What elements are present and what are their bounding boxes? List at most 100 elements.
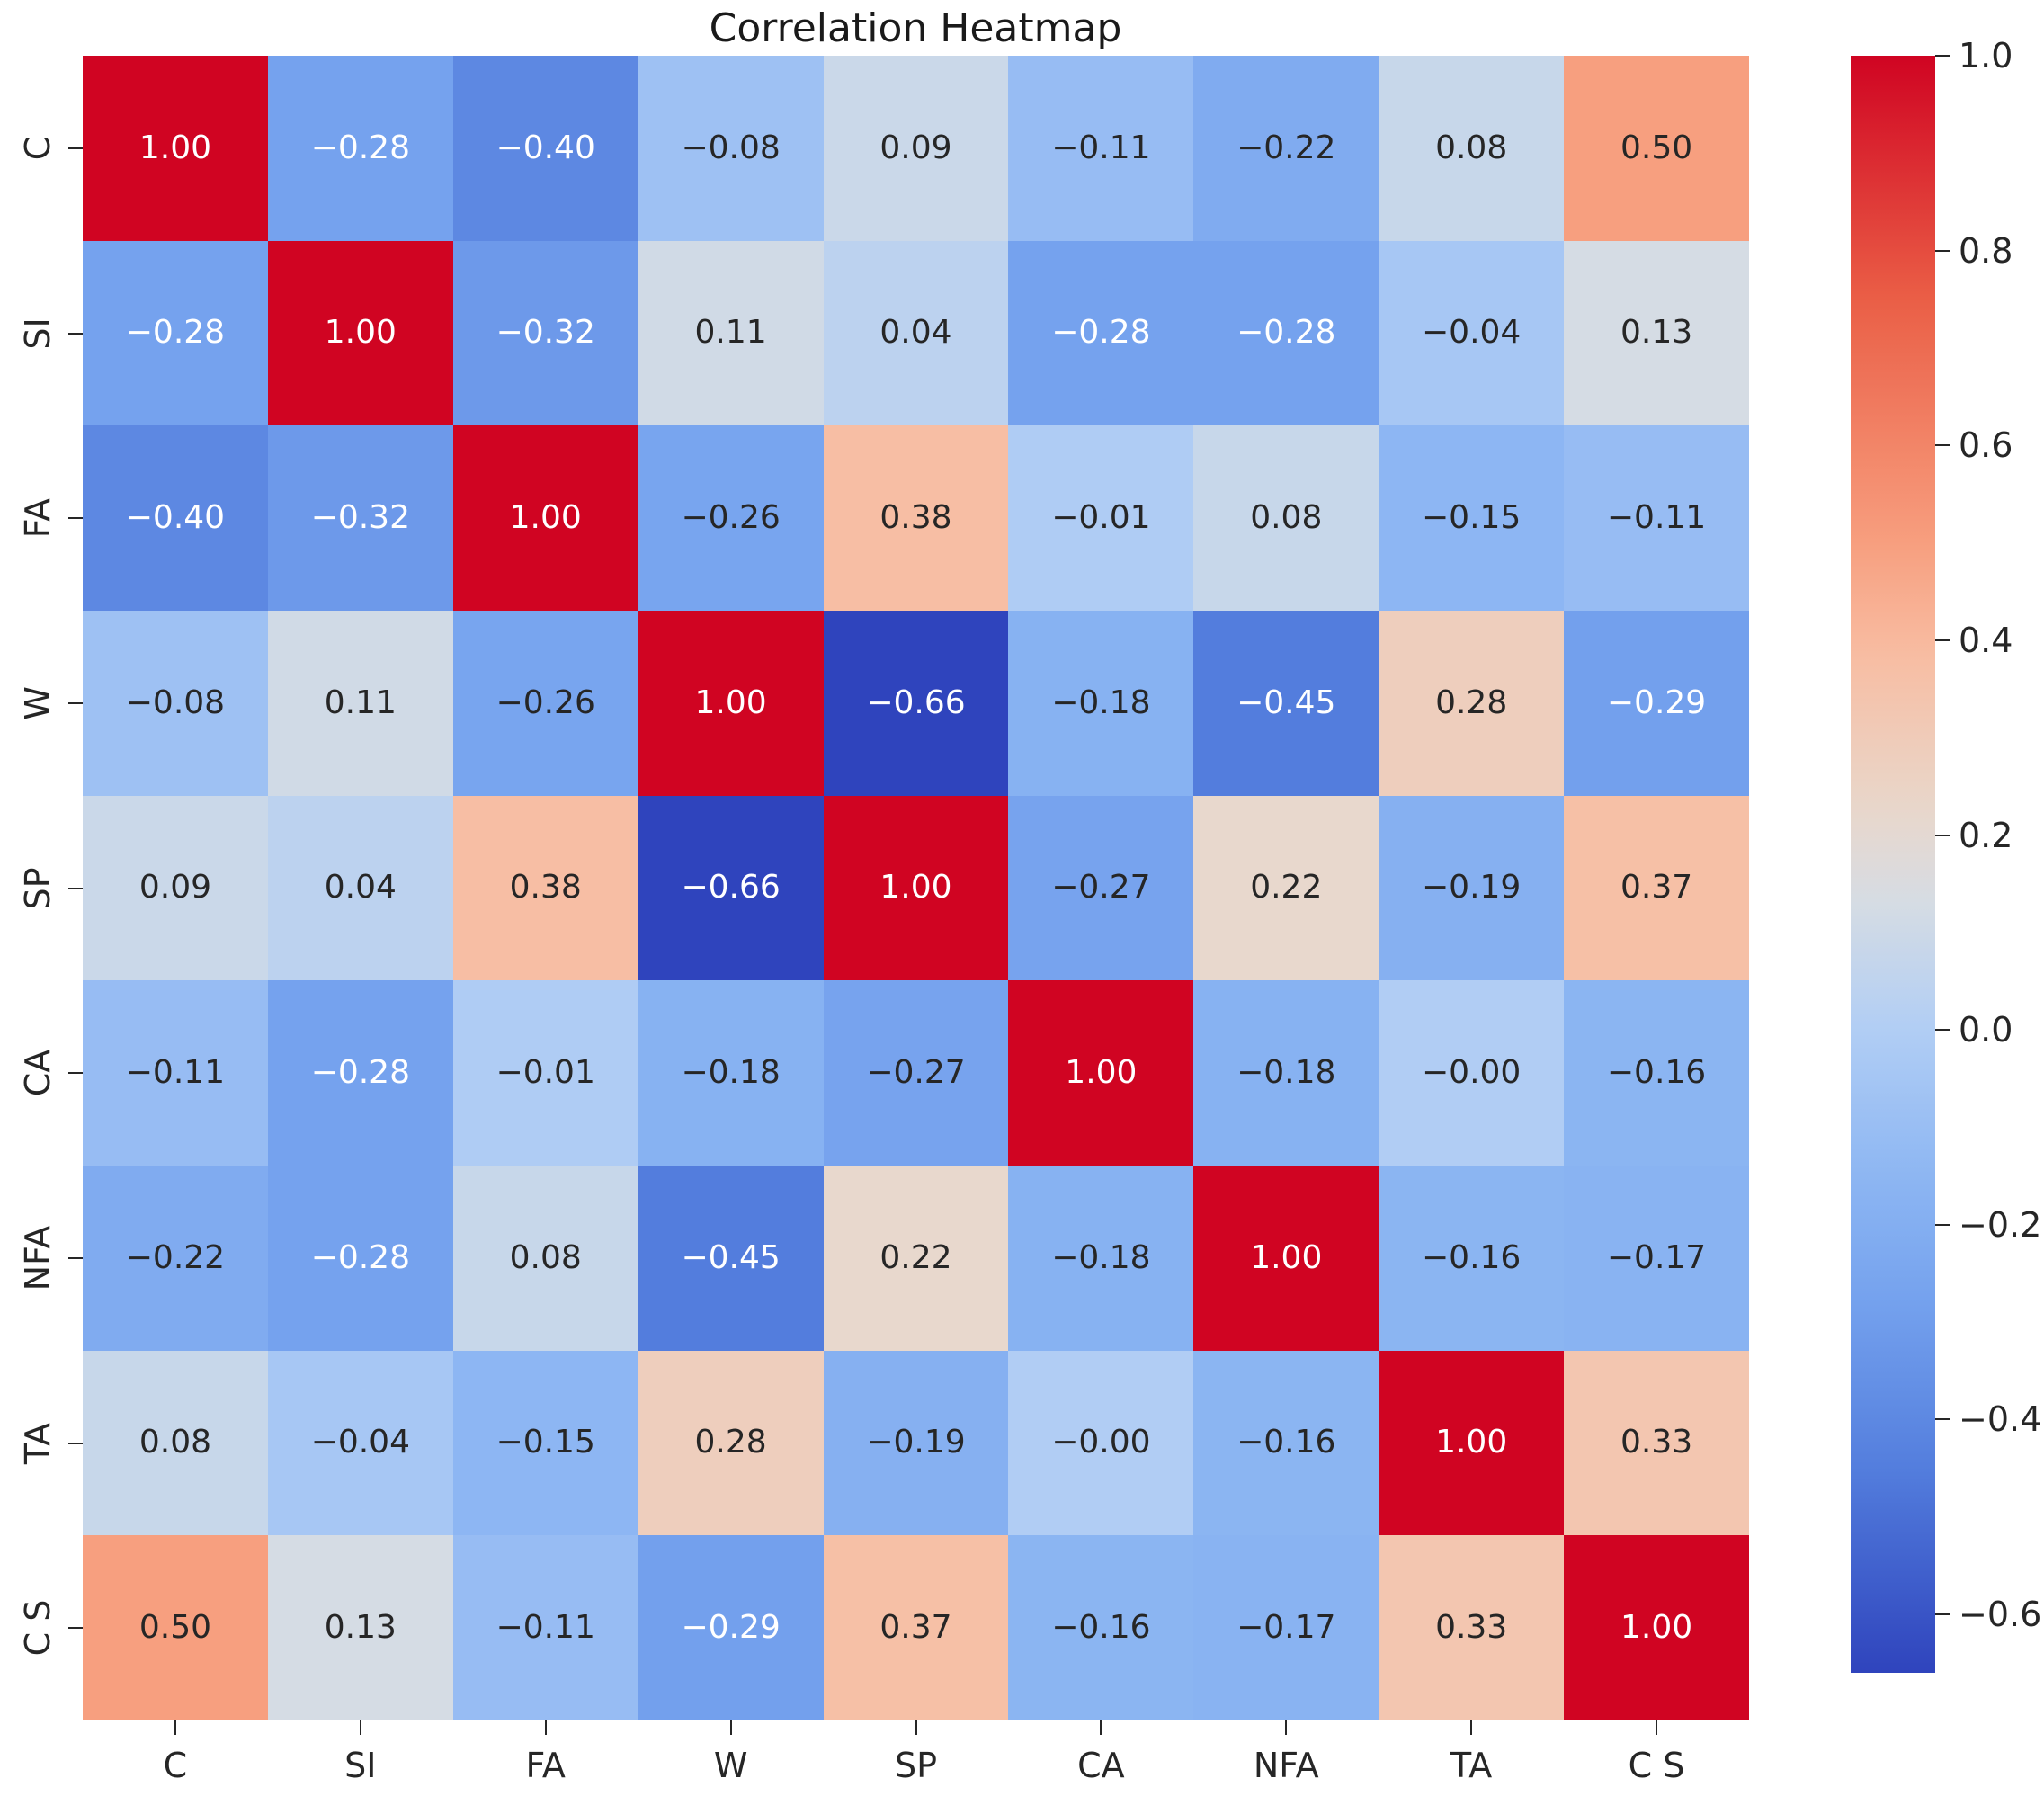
y-tick-mark (68, 701, 83, 704)
heatmap-cell: −0.66 (823, 611, 1009, 796)
colorbar-tick-label: 0.0 (1959, 1010, 2013, 1050)
heatmap-cell: −0.26 (452, 611, 638, 796)
heatmap-cell: −0.01 (452, 980, 638, 1166)
y-tick-label: SP (18, 866, 58, 910)
heatmap-cell: 1.00 (83, 56, 268, 241)
colorbar-tick-label: 0.6 (1959, 425, 2013, 466)
heatmap-cell: 0.08 (452, 1166, 638, 1351)
x-tick-mark (1470, 1720, 1473, 1735)
y-tick-mark (68, 332, 83, 335)
heatmap-cell: −0.16 (1564, 980, 1749, 1166)
heatmap-cell: −0.26 (638, 425, 824, 611)
heatmap-cell: −0.29 (1564, 611, 1749, 796)
chart-title: Correlation Heatmap (709, 5, 1122, 51)
heatmap-cell: 1.00 (452, 425, 638, 611)
y-tick-mark (68, 1256, 83, 1259)
heatmap-cell: 0.28 (1379, 611, 1565, 796)
heatmap-cell: −0.27 (823, 980, 1009, 1166)
heatmap-cell: −0.27 (1008, 795, 1194, 981)
x-tick-mark (359, 1720, 361, 1735)
x-tick-label: NFA (1253, 1746, 1319, 1785)
heatmap-cell: −0.28 (267, 980, 453, 1166)
heatmap-cell: −0.22 (83, 1166, 268, 1351)
heatmap-cell: 0.11 (267, 611, 453, 796)
y-tick-label: SI (18, 317, 58, 350)
x-tick-label: CA (1077, 1746, 1125, 1785)
heatmap-cell: 0.50 (83, 1535, 268, 1720)
heatmap-cell: −0.18 (1008, 611, 1194, 796)
heatmap-cell: −0.28 (267, 56, 453, 241)
x-tick-mark (1656, 1720, 1658, 1735)
heatmap-cell: −0.00 (1008, 1350, 1194, 1536)
colorbar-tick-mark (1935, 249, 1950, 252)
y-tick-mark (68, 1627, 83, 1630)
heatmap-grid: 1.00 −0.28 −0.40 −0.08 0.09 −0.11 −0.22 0.08 0.5… (83, 56, 1749, 1720)
y-tick-mark (68, 517, 83, 520)
heatmap-cell: −0.19 (1379, 795, 1565, 981)
heatmap-cell: −0.11 (452, 1535, 638, 1720)
heatmap-cell: −0.28 (83, 240, 268, 426)
colorbar-tick-mark (1935, 639, 1950, 641)
colorbar-tick-label: 1.0 (1959, 36, 2013, 76)
x-tick-label: C S (1628, 1746, 1685, 1785)
heatmap-cell: 0.13 (267, 1535, 453, 1720)
heatmap-cell: −0.08 (638, 56, 824, 241)
x-tick-mark (915, 1720, 917, 1735)
heatmap-cell: 0.38 (823, 425, 1009, 611)
x-tick-mark (544, 1720, 547, 1735)
heatmap-cell: −0.29 (638, 1535, 824, 1720)
y-tick-label: CA (18, 1049, 58, 1097)
heatmap-cell: −0.45 (1193, 611, 1379, 796)
heatmap-cell: 0.37 (823, 1535, 1009, 1720)
y-tick-label: FA (18, 497, 58, 539)
heatmap-cell: −0.28 (1008, 240, 1194, 426)
colorbar-tick-mark (1935, 834, 1950, 836)
heatmap-cell: 0.08 (83, 1350, 268, 1536)
heatmap-cell: 0.04 (267, 795, 453, 981)
heatmap-cell: −0.11 (1564, 425, 1749, 611)
colorbar-tick-label: −0.6 (1959, 1595, 2042, 1634)
heatmap-cell: 1.00 (267, 240, 453, 426)
colorbar-tick-label: 0.4 (1959, 620, 2013, 660)
heatmap-cell: −0.00 (1379, 980, 1565, 1166)
heatmap-cell: 0.08 (1379, 56, 1565, 241)
heatmap-cell: −0.11 (1008, 56, 1194, 241)
heatmap-cell: −0.17 (1564, 1166, 1749, 1351)
x-tick-label: SP (894, 1746, 938, 1785)
heatmap-cell: −0.18 (1193, 980, 1379, 1166)
x-tick-label: W (713, 1746, 748, 1785)
heatmap-cell: −0.15 (1379, 425, 1565, 611)
heatmap-cell: −0.17 (1193, 1535, 1379, 1720)
heatmap-cell: 1.00 (1379, 1350, 1565, 1536)
heatmap-cell: −0.40 (452, 56, 638, 241)
colorbar-tick-mark (1935, 1223, 1950, 1226)
heatmap-cell: 0.28 (638, 1350, 824, 1536)
heatmap-cell: 0.50 (1564, 56, 1749, 241)
heatmap-cell: −0.19 (823, 1350, 1009, 1536)
heatmap-cell: −0.16 (1008, 1535, 1194, 1720)
colorbar-tick-label: 0.8 (1959, 230, 2013, 271)
y-tick-label: C S (18, 1599, 58, 1657)
heatmap-cell: 0.33 (1564, 1350, 1749, 1536)
heatmap-cell: −0.16 (1379, 1166, 1565, 1351)
x-tick-label: C (163, 1746, 188, 1785)
heatmap-cell: 0.22 (823, 1166, 1009, 1351)
x-tick-mark (1100, 1720, 1102, 1735)
heatmap-cell: 0.11 (638, 240, 824, 426)
y-tick-mark (68, 1072, 83, 1075)
y-tick-mark (68, 1442, 83, 1444)
heatmap-cell: −0.45 (638, 1166, 824, 1351)
heatmap-cell: 0.37 (1564, 795, 1749, 981)
heatmap-cell: −0.22 (1193, 56, 1379, 241)
y-tick-label: TA (18, 1422, 58, 1464)
heatmap-cell: 0.09 (83, 795, 268, 981)
x-tick-mark (1285, 1720, 1288, 1735)
y-tick-mark (68, 147, 83, 149)
colorbar-tick-label: 0.2 (1959, 815, 2013, 855)
heatmap-cell: −0.28 (267, 1166, 453, 1351)
y-tick-mark (68, 887, 83, 889)
heatmap-cell: −0.08 (83, 611, 268, 796)
heatmap-cell: −0.01 (1008, 425, 1194, 611)
x-tick-label: SI (344, 1746, 377, 1785)
